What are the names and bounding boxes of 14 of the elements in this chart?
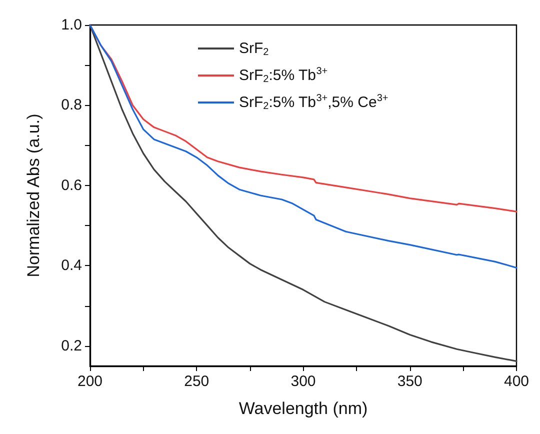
- y-axis-title: Normalized Abs (a.u.): [24, 114, 43, 278]
- x-tick-label: 350: [397, 373, 422, 390]
- y-tick-label: 0.8: [61, 96, 82, 114]
- x-tick-label: 300: [290, 373, 316, 390]
- x-tick-label: 250: [184, 373, 210, 390]
- x-axis-title: Wavelength (nm): [238, 399, 368, 418]
- y-tick-label: 1.0: [61, 16, 82, 34]
- y-tick-label: 0.4: [61, 257, 82, 274]
- line-series: [89, 24, 518, 269]
- x-tick-label: 400: [504, 373, 529, 390]
- y-tick-label: 0.6: [61, 176, 82, 194]
- x-tick-label: 200: [77, 373, 103, 390]
- line-series: [89, 24, 518, 362]
- y-tick-label: 0.2: [61, 337, 82, 354]
